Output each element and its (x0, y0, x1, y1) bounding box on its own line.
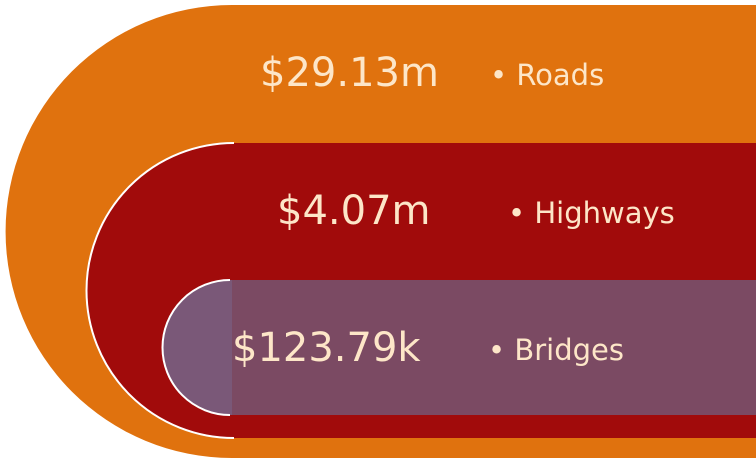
bridges-value: $123.79k (232, 325, 421, 371)
bridges-outline (161, 279, 231, 416)
bridges-cap (162, 280, 232, 415)
highways-label: • Highways (508, 196, 675, 230)
roads-value: $29.13m (260, 50, 439, 96)
bridges-band (232, 280, 756, 415)
roads-label: • Roads (490, 58, 604, 92)
highways-value: $4.07m (277, 188, 430, 234)
highways-outline (85, 142, 235, 439)
bridges-label: • Bridges (488, 333, 624, 367)
